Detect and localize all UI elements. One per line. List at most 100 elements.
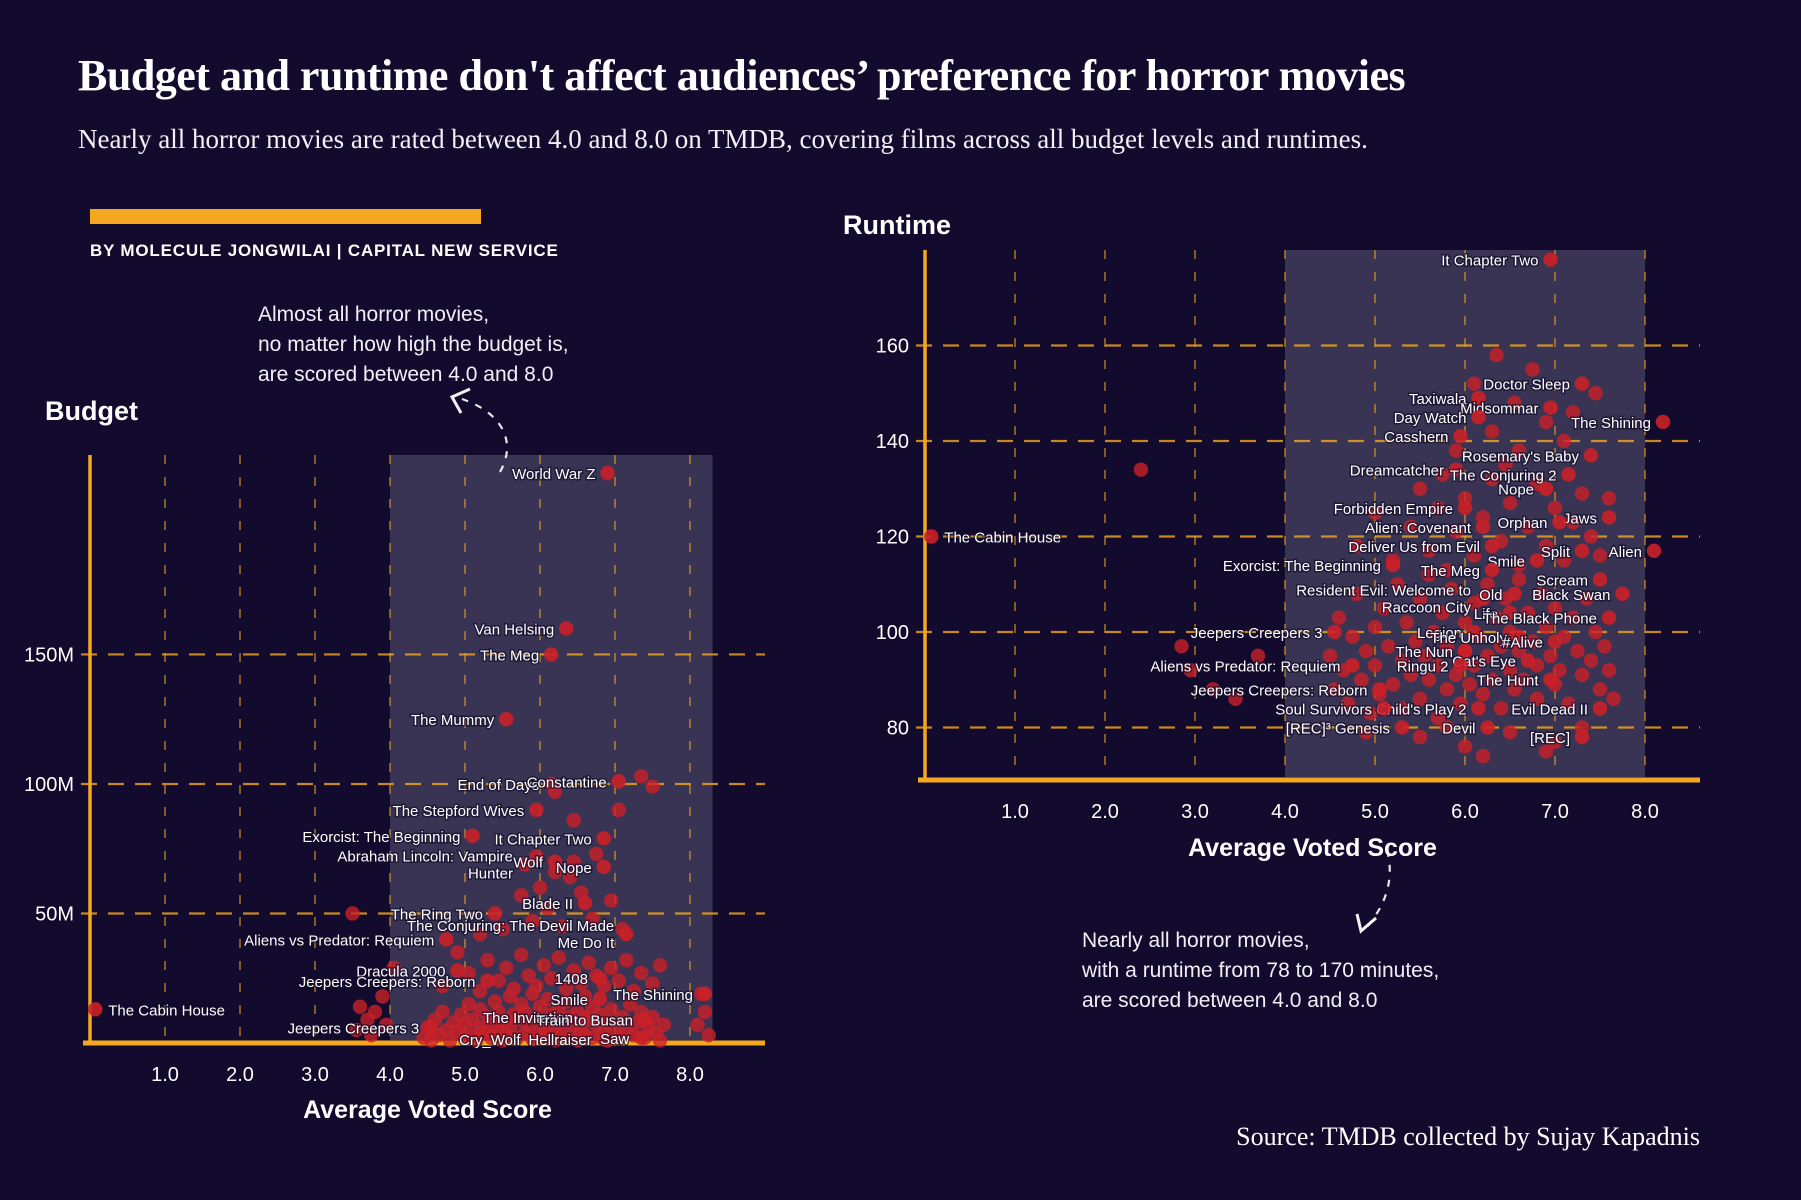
data-point xyxy=(1439,562,1455,578)
data-point xyxy=(1484,562,1500,578)
data-point xyxy=(592,971,608,986)
x-tick-label: 6.0 xyxy=(1451,801,1479,823)
data-point xyxy=(450,963,465,978)
data-point xyxy=(1529,691,1545,707)
data-point xyxy=(1133,462,1149,477)
data-point xyxy=(349,1022,364,1038)
data-point xyxy=(622,996,638,1012)
budget-annotation-line: no matter how high the budget is, xyxy=(258,332,569,356)
data-point xyxy=(461,965,476,981)
data-point xyxy=(562,1030,578,1046)
data-point xyxy=(517,857,533,872)
point-label: Blade II xyxy=(522,896,573,913)
data-point xyxy=(1574,720,1590,735)
x-tick-label: 7.0 xyxy=(601,1064,629,1086)
y-tick-label: 140 xyxy=(876,431,909,453)
point-label: Cry_Wolf xyxy=(459,1032,521,1049)
point-label: Nope xyxy=(1498,482,1534,499)
data-point xyxy=(1421,543,1437,559)
data-point xyxy=(690,1017,705,1033)
data-point xyxy=(1385,553,1401,568)
data-point xyxy=(1493,639,1509,654)
data-point xyxy=(427,1012,443,1027)
point-label: Smile xyxy=(550,992,588,1009)
data-point xyxy=(1345,658,1360,673)
data-point xyxy=(1556,433,1572,449)
page-subtitle: Nearly all horror movies are rated betwe… xyxy=(78,124,1368,154)
data-point xyxy=(532,999,548,1014)
data-point xyxy=(1601,662,1617,678)
data-point xyxy=(435,978,450,994)
data-point xyxy=(596,1025,611,1040)
data-point xyxy=(1385,677,1401,692)
data-point xyxy=(1484,538,1500,554)
data-point xyxy=(1561,467,1576,482)
point-label: Ringu 2 xyxy=(1397,658,1449,675)
data-point xyxy=(457,1030,473,1046)
point-label: Casshern xyxy=(1384,429,1448,446)
point-label: [REC] xyxy=(1530,730,1570,747)
point-label: Van Helsing xyxy=(474,622,554,639)
data-point xyxy=(596,859,611,875)
data-point xyxy=(600,1033,615,1048)
data-point xyxy=(502,1020,518,1035)
data-point xyxy=(1475,510,1491,525)
data-point xyxy=(574,976,589,991)
data-point xyxy=(649,1025,664,1040)
data-point xyxy=(1565,514,1581,530)
data-point xyxy=(604,893,619,908)
data-point xyxy=(521,968,536,983)
y-tick-label: 160 xyxy=(876,335,909,357)
data-point xyxy=(379,1017,394,1033)
budget-annotation-line: are scored between 4.0 and 8.0 xyxy=(258,362,554,386)
data-point xyxy=(461,996,476,1012)
data-point xyxy=(1583,653,1599,668)
data-point xyxy=(1412,691,1428,707)
data-point xyxy=(1556,553,1572,568)
data-point xyxy=(1367,658,1383,673)
data-point xyxy=(604,960,619,976)
data-point xyxy=(559,981,574,996)
data-point xyxy=(1592,572,1608,587)
data-point xyxy=(637,1012,653,1027)
data-point xyxy=(1444,581,1459,597)
data-point xyxy=(472,1002,488,1017)
data-point xyxy=(1543,672,1558,687)
data-point xyxy=(1615,586,1630,601)
data-point xyxy=(450,1025,465,1040)
data-point xyxy=(1583,529,1599,544)
data-point xyxy=(1376,600,1392,616)
data-point xyxy=(1601,510,1617,525)
point-label: Orphan xyxy=(1497,515,1547,532)
data-point xyxy=(1390,577,1405,592)
point-label: Life xyxy=(1474,606,1498,623)
data-point xyxy=(1574,376,1590,391)
data-point xyxy=(1574,486,1590,501)
data-point xyxy=(1412,481,1428,496)
data-point xyxy=(555,1012,570,1027)
data-point xyxy=(1547,600,1563,616)
data-point xyxy=(585,1030,600,1046)
point-label: World War Z xyxy=(512,466,595,483)
data-point xyxy=(450,945,465,960)
point-label: The Stepford Wives xyxy=(393,803,525,820)
data-point xyxy=(1435,605,1450,621)
point-label: The Ring Two xyxy=(391,906,483,923)
data-point xyxy=(439,1022,454,1038)
point-label: Evil Dead II xyxy=(1511,701,1588,718)
data-point xyxy=(570,1033,585,1048)
data-point xyxy=(1543,252,1558,267)
data-point xyxy=(1376,701,1392,716)
data-point xyxy=(1498,457,1513,473)
data-point xyxy=(551,1002,566,1017)
data-point xyxy=(577,1028,593,1043)
point-label: It Chapter Two xyxy=(1441,253,1538,270)
data-point xyxy=(525,914,540,929)
source-credit: Source: TMDB collected by Sujay Kapadnis xyxy=(1236,1122,1700,1151)
data-point xyxy=(1421,672,1437,687)
point-label: Constantine xyxy=(527,774,607,791)
point-label: Raccoon City xyxy=(1382,600,1472,617)
data-point xyxy=(604,1002,619,1017)
